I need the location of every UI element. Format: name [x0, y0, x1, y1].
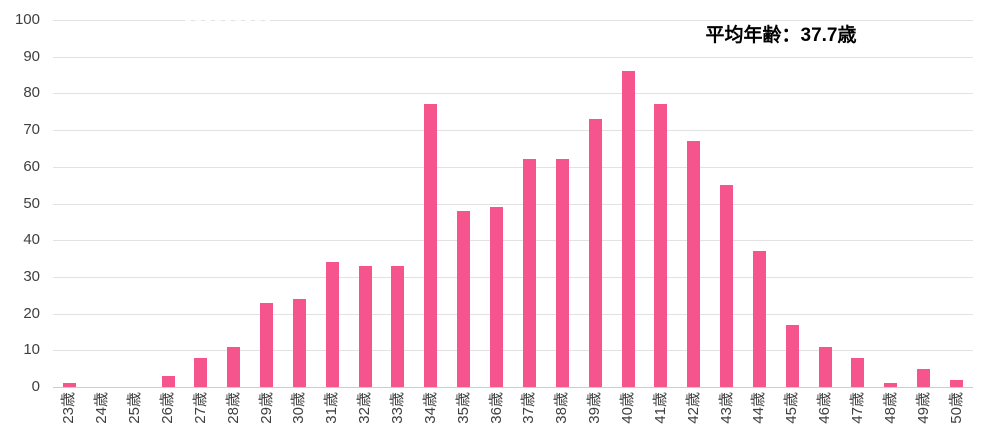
- bar-49歳: [917, 369, 930, 387]
- x-axis-tick-label: 36歳: [488, 392, 505, 424]
- y-axis-tick-label: 40: [23, 231, 40, 248]
- bar-42歳: [687, 141, 700, 387]
- bar-27歳: [194, 358, 207, 387]
- y-axis-tick-label: 70: [23, 121, 40, 138]
- y-axis-tick-label: 60: [23, 158, 40, 175]
- bar-38歳: [556, 159, 569, 387]
- x-axis-tick-label: 32歳: [356, 392, 373, 424]
- x-axis-tick-label: 42歳: [685, 392, 702, 424]
- x-axis-tick-label: 39歳: [586, 392, 603, 424]
- x-axis-tick-label: 47歳: [849, 392, 866, 424]
- bar-44歳: [753, 251, 766, 387]
- bar-40歳: [622, 71, 635, 387]
- y-axis-tick-label: 30: [23, 268, 40, 285]
- bar-41歳: [654, 104, 667, 387]
- bar-23歳: [63, 383, 76, 387]
- bar-30歳: [293, 299, 306, 387]
- gridline: [53, 19, 973, 21]
- gridline: [53, 239, 973, 241]
- gridline: [53, 56, 973, 58]
- x-axis-tick-label: 27歳: [192, 392, 209, 424]
- x-axis-tick-label: 38歳: [553, 392, 570, 424]
- x-axis-tick-label: 33歳: [389, 392, 406, 424]
- bar-43歳: [720, 185, 733, 387]
- gridline: [53, 203, 973, 205]
- x-axis-tick-label: 45歳: [783, 392, 800, 424]
- gridline: [53, 92, 973, 94]
- x-axis-tick-label: 25歳: [126, 392, 143, 424]
- x-axis-line: [53, 386, 973, 388]
- bar-45歳: [786, 325, 799, 387]
- y-axis-tick-label: 20: [23, 305, 40, 322]
- x-axis-tick-label: 29歳: [258, 392, 275, 424]
- x-axis-tick-label: 50歳: [948, 392, 965, 424]
- x-axis-tick-label: 24歳: [93, 392, 110, 424]
- y-axis-tick-label: 100: [14, 11, 40, 28]
- average-age-annotation: 平均年齢：37.7歳: [705, 25, 857, 46]
- x-axis-tick-label: 31歳: [323, 392, 340, 424]
- x-axis-tick-label: 48歳: [882, 392, 899, 424]
- bar-50歳: [950, 380, 963, 387]
- gridline: [53, 276, 973, 278]
- x-axis-tick-label: 46歳: [816, 392, 833, 424]
- x-axis-tick-label: 26歳: [159, 392, 176, 424]
- y-axis-tick-label: 90: [23, 48, 40, 65]
- x-axis-tick-label: 43歳: [718, 392, 735, 424]
- bar-39歳: [589, 119, 602, 387]
- gridline: [53, 129, 973, 131]
- gridline: [53, 313, 973, 315]
- y-axis-tick-label: 10: [23, 341, 40, 358]
- bar-46歳: [819, 347, 832, 387]
- bar-28歳: [227, 347, 240, 387]
- x-axis-tick-label: 23歳: [60, 392, 77, 424]
- gridline: [53, 166, 973, 168]
- x-axis-tick-label: 34歳: [422, 392, 439, 424]
- bar-31歳: [326, 262, 339, 387]
- x-axis-tick-label: 30歳: [290, 392, 307, 424]
- bar-32歳: [359, 266, 372, 387]
- bar-33歳: [391, 266, 404, 387]
- bar-47歳: [851, 358, 864, 387]
- bar-48歳: [884, 383, 897, 387]
- x-axis-tick-label: 37歳: [520, 392, 537, 424]
- x-axis-tick-label: 41歳: [652, 392, 669, 424]
- bar-34歳: [424, 104, 437, 387]
- bar-37歳: [523, 159, 536, 387]
- y-axis-tick-label: 0: [31, 378, 40, 395]
- x-axis-tick-label: 28歳: [225, 392, 242, 424]
- bar-26歳: [162, 376, 175, 387]
- bar-29歳: [260, 303, 273, 387]
- gridline-smudge-artifact: [185, 19, 270, 22]
- y-axis-tick-label: 50: [23, 195, 40, 212]
- bar-36歳: [490, 207, 503, 387]
- y-axis-tick-label: 80: [23, 84, 40, 101]
- x-axis-tick-label: 35歳: [455, 392, 472, 424]
- x-axis-tick-label: 40歳: [619, 392, 636, 424]
- x-axis-tick-label: 44歳: [750, 392, 767, 424]
- x-axis-tick-label: 49歳: [915, 392, 932, 424]
- bar-35歳: [457, 211, 470, 387]
- gridline: [53, 349, 973, 351]
